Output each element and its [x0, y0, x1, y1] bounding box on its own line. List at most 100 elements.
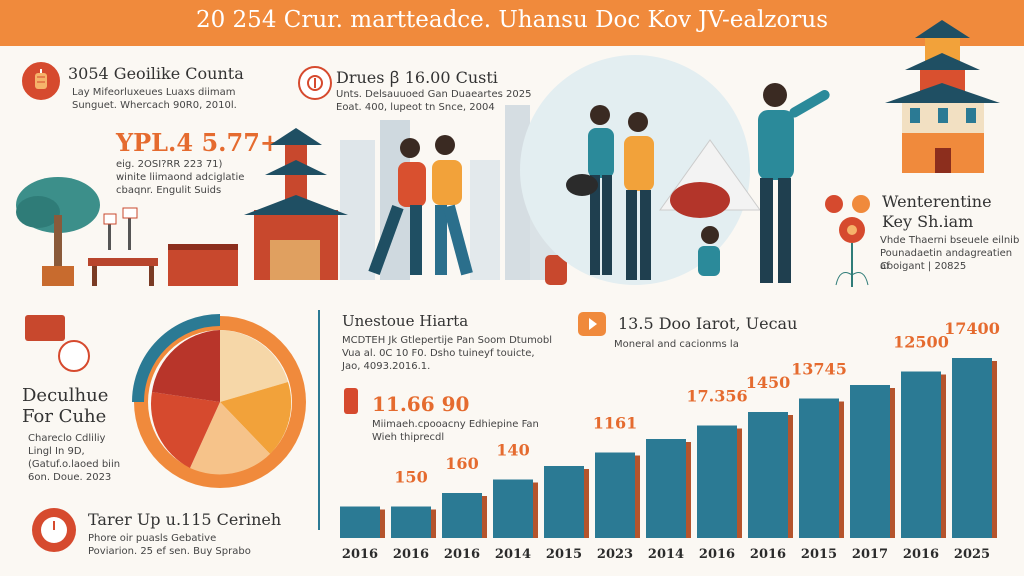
chart-bar-side	[839, 401, 844, 538]
flower-icon	[825, 195, 843, 213]
pagoda-illustration	[885, 20, 1000, 173]
chart-x-tick-label: 2016	[393, 547, 429, 562]
chart-data-label: 150	[394, 468, 427, 487]
left-bottom-desc2: Lingl In 9D,	[28, 446, 85, 457]
top-mid-title: Drues ꞵ 16.00 Custi	[336, 68, 498, 87]
top-left-sub1: Lay Mifeorluxeues Luaxs diimam	[72, 87, 236, 98]
top-left-desc2: winite liimaond adciglatie	[116, 172, 245, 183]
chart-x-tick-label: 2015	[546, 547, 582, 562]
right-mid-sub1: Vhde Thaerni bseuele eilnib	[880, 235, 1020, 246]
play-icon	[578, 312, 606, 336]
chart-data-label: 13745	[791, 360, 847, 379]
chart-x-tick-label: 2014	[648, 547, 684, 562]
left-bottom-desc4: 6on. Doue. 2023	[28, 472, 112, 483]
chart-bar	[952, 358, 992, 538]
top-mid-sub1: Unts. Delsauuoed Gan Duaeartes 2025	[336, 89, 532, 100]
right-mid-sub2: Pounadaetin andagreatien af	[880, 248, 1013, 272]
chart-data-label: 1161	[593, 414, 638, 433]
chart-bar	[646, 439, 686, 538]
clock-icon	[32, 508, 76, 552]
chart-bar	[697, 425, 737, 538]
left-bottom-desc1: Chareclo Cdliliy	[28, 433, 106, 444]
chart-x-tick-label: 2016	[444, 547, 480, 562]
chart-title: 13.5 Doo Iarot, Uecau	[618, 314, 798, 333]
chart-data-label: 12500	[893, 333, 949, 352]
chart-x-tick-label: 2016	[903, 547, 939, 562]
chart-bar-side	[890, 388, 895, 538]
chart-bar	[442, 493, 482, 538]
lantern-icon	[22, 62, 60, 100]
chart-bar-side	[482, 496, 487, 538]
chart-x-tick-label: 2025	[954, 547, 990, 562]
flower-plant-icon	[835, 217, 869, 287]
center-desc2: Vua al. 0C 10 F0. Dsho tuineyf touicte,	[342, 348, 535, 359]
chart-bar	[544, 466, 584, 538]
chart-bar	[391, 506, 431, 538]
bottle-icon	[344, 388, 358, 414]
chart-data-label: 17.356	[686, 387, 747, 406]
pie-chart	[132, 314, 306, 488]
chart-x-tick-label: 2016	[342, 547, 378, 562]
top-left-sub2: Sunguet. Whercach 90R0, 2010l.	[72, 100, 237, 111]
chart-x-tick-label: 2023	[597, 547, 633, 562]
chart-bar	[340, 506, 380, 538]
left-bottom-title2: For Cuhe	[22, 406, 107, 427]
chart-bar	[799, 398, 839, 538]
chart-bar-side	[788, 415, 793, 538]
chart-bar-side	[380, 509, 385, 538]
page-title: 20 254 Crur. martteadce. Uhansu Doc Kov …	[195, 7, 829, 33]
right-mid-title: Wenterentine	[882, 192, 992, 211]
chart-data-label: 1450	[746, 373, 791, 392]
chart-subtitle: Moneral and cacionms la	[614, 339, 739, 350]
center-value: 11.66 90	[372, 392, 470, 416]
chart-bar	[748, 412, 788, 538]
chart-bar	[901, 371, 941, 538]
family-illustration	[566, 83, 830, 283]
chart-bar	[595, 452, 635, 538]
left-bottom-desc3: (Gatuf.o.laoed biin	[28, 459, 121, 470]
flag-icon	[25, 315, 65, 341]
chart-data-label: 17400	[944, 319, 1000, 338]
center-sub2: Wieh thiprecdl	[372, 432, 445, 443]
bar-chart: 2016 2016 150 2016 160 2014 140 2015 2023 1161 201…	[340, 319, 1000, 562]
bottom-left-title: Tarer Up u.115 Cerineh	[88, 510, 282, 529]
section-divider	[318, 310, 320, 530]
bottom-left-desc1: Phore oir puasls Gebative	[88, 533, 217, 544]
tea-icon	[58, 340, 90, 372]
chart-data-label: 160	[445, 454, 478, 473]
bottom-left-desc2: Poviarion. 25 ef sen. Buy Sprabo	[88, 546, 251, 557]
center-desc3: Jao, 4093.2016.1.	[342, 361, 431, 372]
top-left-desc3: cbaqnr. Engulit Suids	[116, 185, 222, 196]
chart-bar-side	[431, 509, 436, 538]
chart-x-tick-label: 2014	[495, 547, 531, 562]
chart-bar-side	[941, 374, 946, 538]
chart-x-tick-label: 2015	[801, 547, 837, 562]
chart-bar-side	[533, 482, 538, 538]
center-desc1: MCDTEH Jk Gtlepertije Pan Soom Dtumobl	[342, 335, 553, 346]
center-sub1: Miimaeh.cpooacny Edhiepine Fan	[372, 419, 539, 430]
top-left-title: 3054 Geoilike Counta	[68, 64, 244, 83]
top-left-value: YPL.4 5.77+	[116, 128, 281, 157]
top-mid-sub2: Eoat. 400, lupeot tn Snce, 2004	[336, 102, 495, 113]
center-title: Unestoue Hiarta	[342, 312, 469, 330]
header-banner	[0, 0, 1024, 46]
chart-bar-side	[686, 442, 691, 538]
city-couple-illustration	[244, 105, 567, 285]
left-bottom-title: Deculhue	[22, 385, 109, 406]
chart-bar-side	[584, 469, 589, 538]
flower-icon	[852, 195, 870, 213]
chart-bar	[850, 385, 890, 538]
chart-data-label: 140	[496, 441, 529, 460]
chart-x-tick-label: 2016	[699, 547, 735, 562]
park-illustration	[16, 177, 238, 286]
right-mid-title2: Key Sh.iam	[882, 212, 974, 231]
chart-x-tick-label: 2016	[750, 547, 786, 562]
chart-bar-side	[635, 455, 640, 538]
chart-x-tick-label: 2017	[852, 547, 888, 562]
chart-bar-side	[992, 361, 997, 538]
top-left-desc1: eig. 2OSI?RR 223 71)	[116, 159, 223, 170]
money-icon	[298, 66, 332, 100]
right-mid-sub3: Cooigant | 20825	[880, 261, 967, 272]
chart-bar-side	[737, 428, 742, 538]
chart-bar	[493, 479, 533, 538]
